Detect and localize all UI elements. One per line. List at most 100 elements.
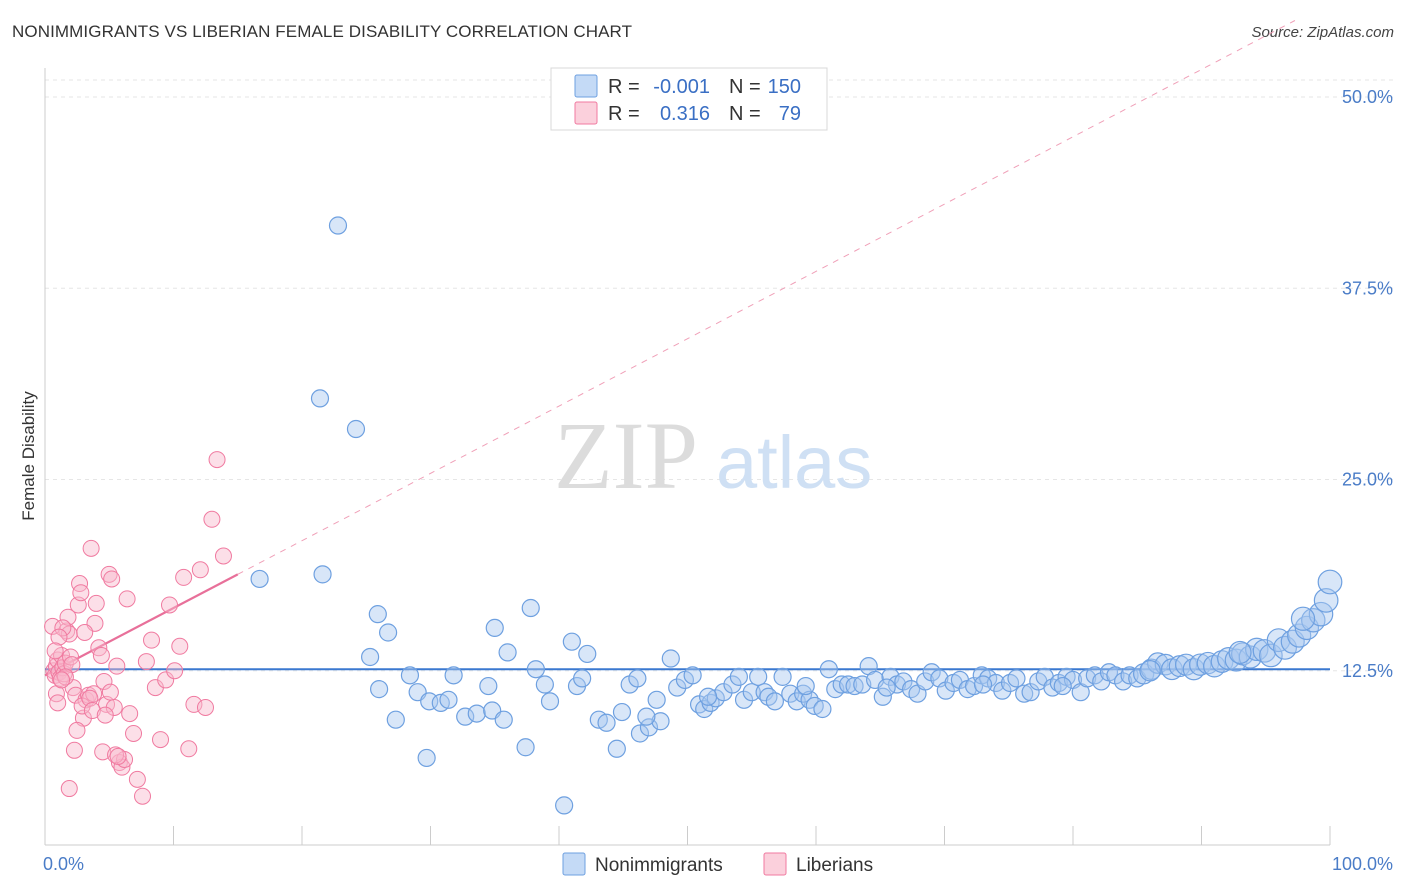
nonimmigrants-point-111 (1128, 669, 1147, 688)
nonimmigrants-point-15 (439, 690, 458, 709)
liberians-point-67 (83, 702, 101, 720)
liberians-point-75 (50, 628, 68, 646)
liberians-point-63 (65, 741, 83, 759)
nonimmigrants-point-18 (479, 676, 498, 696)
nonimmigrants-point-95 (1015, 684, 1034, 703)
liberians-point-61 (214, 547, 232, 565)
liberians-point-45 (134, 787, 152, 805)
liberians-point-64 (68, 721, 86, 739)
nonimmigrants-point-148 (637, 707, 656, 726)
liberians-point-69 (96, 706, 114, 724)
nonimmigrants-point-14 (417, 748, 436, 768)
nonimmigrants-point-0 (328, 216, 348, 235)
legend-r-value-2: 0.316 (660, 103, 710, 125)
nonimmigrants-point-141 (1228, 640, 1252, 664)
liberians-point-53 (171, 637, 189, 655)
nonimmigrants-point-71 (845, 676, 864, 696)
nonimmigrants-point-5 (368, 605, 387, 624)
source-label: Source: ZipAtlas.com (1251, 24, 1394, 41)
legend-r-value-1: -0.001 (653, 76, 710, 98)
nonimmigrants-point-23 (516, 738, 535, 757)
liberians-point-38 (110, 754, 128, 772)
liberians-point-58 (196, 698, 214, 716)
liberians-point-49 (152, 731, 170, 749)
y-tick-labels: 12.5% 25.0% 37.5% 50.0% (1342, 87, 1393, 681)
legend-swatch-nonimmigrants (574, 74, 598, 98)
liberians-point-22 (72, 584, 90, 602)
nonimmigrants-point-31 (573, 669, 592, 688)
liberians-points (44, 451, 232, 805)
nonimmigrants-point-36 (612, 702, 632, 722)
liberians-point-32 (95, 672, 113, 690)
liberians-point-57 (191, 561, 209, 579)
nonimmigrants-point-78 (894, 672, 913, 691)
liberians-point-43 (125, 724, 143, 742)
nonimmigrants-point-66 (813, 699, 832, 719)
nonimmigrants-point-22 (498, 643, 517, 662)
liberians-point-37 (108, 657, 126, 675)
y-axis-label: Female Disability (19, 391, 38, 521)
nonimmigrants-point-43 (661, 649, 680, 668)
legend-box: R = -0.001 N = 150 R = 0.316 N = 79 (550, 67, 828, 131)
liberians-point-62 (60, 780, 78, 798)
liberians-point-44 (128, 770, 146, 788)
nonimmigrants-point-92 (993, 681, 1012, 700)
nonimmigrants-point-60 (773, 667, 792, 686)
legend-n-label-2: N = (729, 103, 761, 125)
nonimmigrants-point-32 (578, 644, 597, 664)
nonimmigrants-point-79 (901, 680, 921, 699)
nonimmigrants-point-41 (647, 690, 666, 709)
nonimmigrants-point-138 (1313, 588, 1339, 613)
nonimmigrants-point-147 (698, 687, 718, 706)
x-tick-label-max: 100.0% (1332, 854, 1393, 874)
nonimmigrants-point-10 (400, 666, 420, 685)
nonimmigrants-point-35 (607, 739, 626, 758)
nonimmigrants-point-142 (1139, 660, 1161, 682)
nonimmigrants-point-17 (467, 704, 486, 723)
legend-n-value-1: 150 (768, 76, 801, 98)
liberians-point-14 (59, 608, 77, 626)
legend-swatch-liberians (574, 101, 598, 125)
x-tick-label-min: 0.0% (43, 854, 84, 874)
liberians-point-52 (166, 662, 184, 680)
liberians-point-72 (109, 747, 127, 765)
nonimmigrants-point-139 (1317, 569, 1343, 595)
liberians-point-74 (76, 624, 94, 641)
nonimmigrants-point-93 (1000, 673, 1020, 693)
liberians-point-41 (118, 590, 136, 608)
liberians-point-35 (103, 570, 121, 588)
watermark: ZIP atlas (554, 402, 872, 509)
nonimmigrants-point-94 (1007, 669, 1026, 688)
liberians-point-59 (203, 510, 221, 528)
liberians-point-73 (54, 619, 72, 637)
liberians-point-77 (46, 642, 64, 660)
nonimmigrants-point-130 (1259, 643, 1283, 668)
liberians-point-60 (208, 451, 226, 469)
nonimmigrants-point-42 (651, 712, 670, 731)
bottom-legend-swatch-liberians (763, 852, 787, 876)
liberians-point-19 (67, 686, 85, 704)
liberians-point-31 (92, 646, 110, 664)
liberians-point-46 (137, 653, 155, 671)
nonimmigrants-point-114 (1147, 652, 1169, 674)
nonimmigrants-point-21 (485, 618, 504, 638)
liberians-point-78 (53, 671, 71, 689)
nonimmigrants-point-40 (639, 718, 659, 737)
nonimmigrants-point-56 (749, 667, 768, 686)
nonimmigrants-point-84 (936, 681, 955, 700)
nonimmigrants-point-54 (734, 690, 754, 709)
nonimmigrants-point-58 (759, 687, 778, 706)
liberians-point-70 (101, 683, 119, 701)
bottom-legend-label-nonimmigrants: Nonimmigrants (595, 855, 723, 876)
nonimmigrants-point-16 (456, 707, 475, 726)
nonimmigrants-point-26 (535, 675, 554, 694)
nonimmigrants-point-70 (839, 675, 858, 694)
nonimmigrants-point-53 (729, 667, 749, 686)
liberians-point-42 (121, 705, 139, 723)
y-tick-label-1: 25.0% (1342, 470, 1393, 490)
nonimmigrants-point-67 (819, 660, 838, 679)
nonimmigrants-point-44 (668, 678, 687, 697)
nonimmigrants-point-6 (378, 623, 398, 642)
nonimmigrants-point-20 (494, 710, 513, 729)
